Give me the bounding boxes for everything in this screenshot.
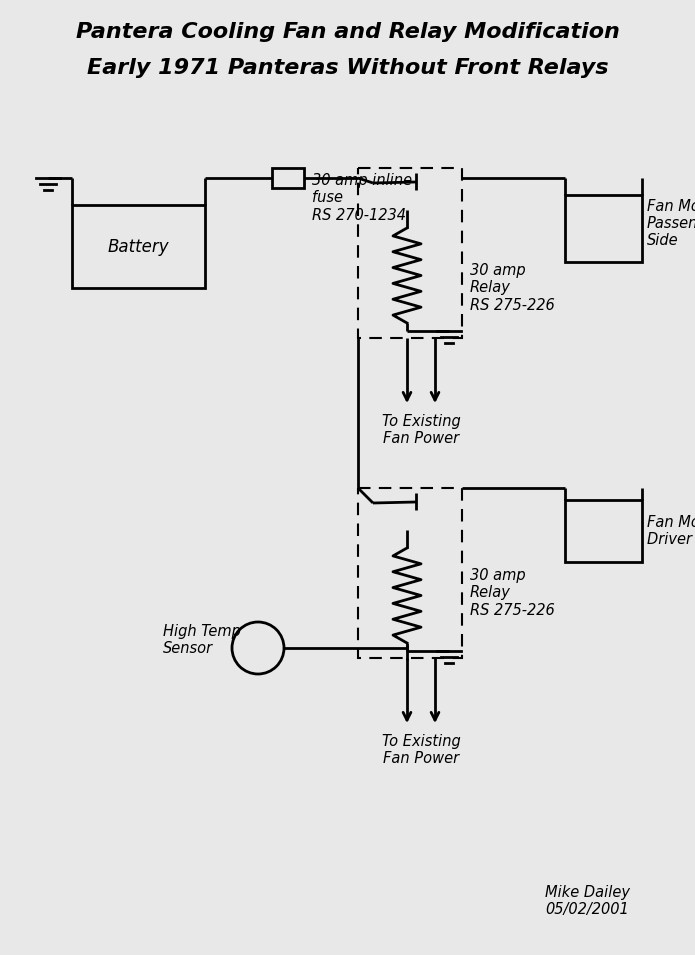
Text: Battery: Battery xyxy=(108,238,170,256)
Bar xyxy=(358,488,462,658)
Text: 30 amp
Relay
RS 275-226: 30 amp Relay RS 275-226 xyxy=(470,568,555,618)
Text: Mike Dailey
05/02/2001: Mike Dailey 05/02/2001 xyxy=(545,885,630,918)
Bar xyxy=(272,168,304,188)
Text: Fan Motor
Driver Side: Fan Motor Driver Side xyxy=(647,515,695,547)
Text: 30 amp inline
fuse
RS 270-1234: 30 amp inline fuse RS 270-1234 xyxy=(312,173,412,223)
Text: 30 amp
Relay
RS 275-226: 30 amp Relay RS 275-226 xyxy=(470,263,555,313)
Text: Pantera Cooling Fan and Relay Modification: Pantera Cooling Fan and Relay Modificati… xyxy=(76,22,620,42)
Text: To Existing
Fan Power: To Existing Fan Power xyxy=(382,734,460,767)
Bar xyxy=(358,168,462,338)
Bar xyxy=(72,205,205,288)
Text: High Temp
Sensor: High Temp Sensor xyxy=(163,624,241,656)
Text: Early 1971 Panteras Without Front Relays: Early 1971 Panteras Without Front Relays xyxy=(87,58,609,78)
Text: To Existing
Fan Power: To Existing Fan Power xyxy=(382,414,460,446)
Bar xyxy=(565,500,642,562)
Text: Fan Motor
Passenger
Side: Fan Motor Passenger Side xyxy=(647,199,695,248)
Bar xyxy=(565,195,642,262)
